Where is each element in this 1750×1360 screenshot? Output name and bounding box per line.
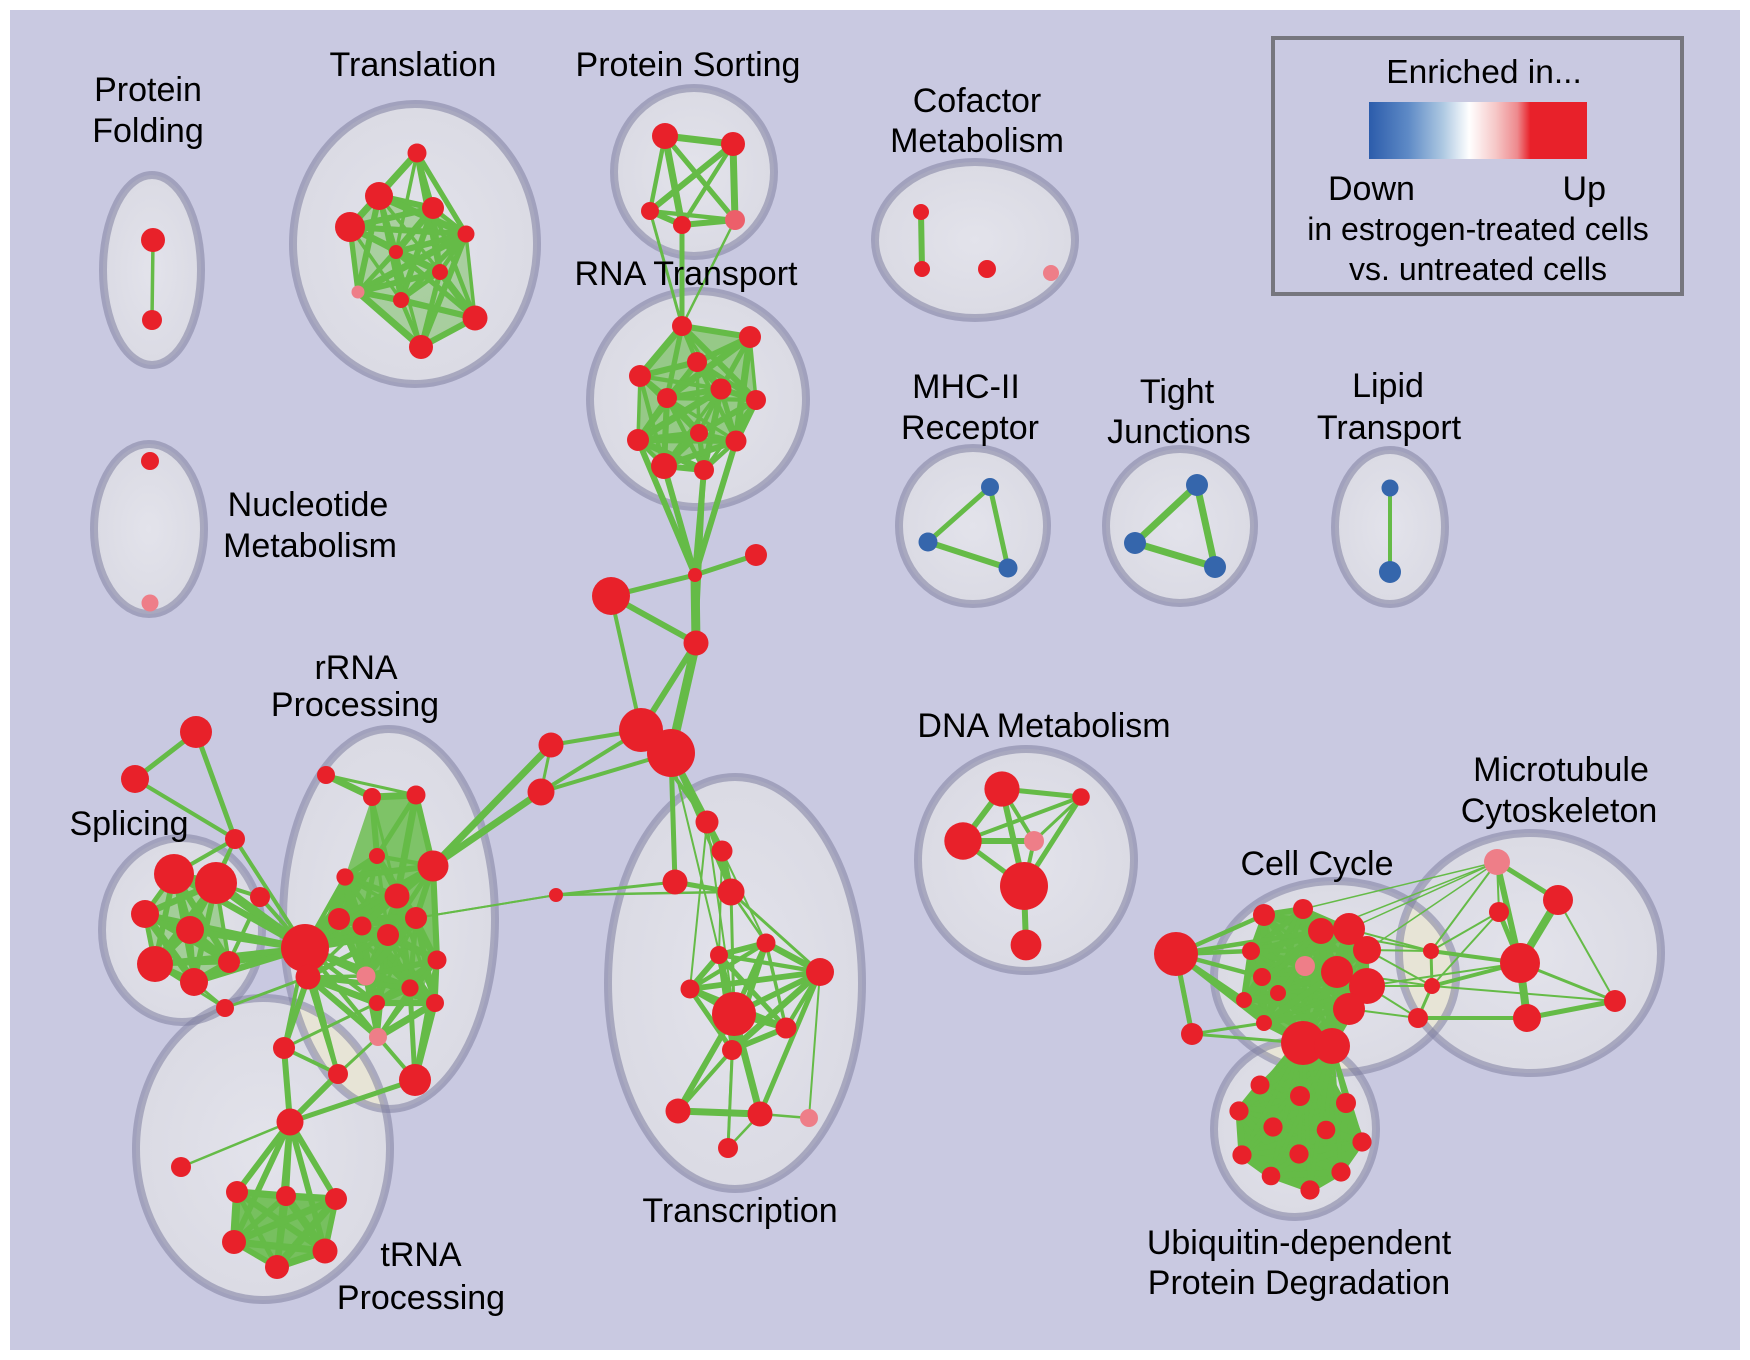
- svg-text:Up: Up: [1563, 170, 1606, 208]
- svg-text:Cofactor: Cofactor: [913, 82, 1042, 120]
- svg-text:Transcription: Transcription: [642, 1192, 837, 1230]
- svg-text:Transport: Transport: [1317, 409, 1462, 447]
- svg-text:Metabolism: Metabolism: [223, 527, 397, 565]
- svg-text:Splicing: Splicing: [69, 805, 188, 843]
- svg-text:Processing: Processing: [337, 1279, 505, 1317]
- svg-text:RNA Transport: RNA Transport: [575, 255, 799, 293]
- svg-text:Translation: Translation: [330, 46, 497, 84]
- svg-text:rRNA: rRNA: [314, 649, 397, 687]
- svg-text:Tight: Tight: [1140, 373, 1215, 411]
- svg-text:Cell Cycle: Cell Cycle: [1240, 845, 1393, 883]
- svg-text:Nucleotide: Nucleotide: [228, 486, 389, 524]
- svg-text:DNA Metabolism: DNA Metabolism: [917, 707, 1170, 745]
- svg-text:in estrogen-treated cells: in estrogen-treated cells: [1307, 211, 1649, 247]
- svg-text:vs. untreated cells: vs. untreated cells: [1349, 251, 1607, 287]
- svg-text:Ubiquitin-dependent: Ubiquitin-dependent: [1147, 1224, 1452, 1262]
- svg-text:Protein Degradation: Protein Degradation: [1148, 1264, 1450, 1302]
- svg-text:Processing: Processing: [271, 686, 439, 724]
- svg-text:Lipid: Lipid: [1352, 367, 1424, 405]
- svg-text:Protein: Protein: [94, 71, 202, 109]
- svg-text:Cytoskeleton: Cytoskeleton: [1461, 792, 1658, 830]
- svg-text:Junctions: Junctions: [1107, 413, 1251, 451]
- svg-text:Protein Sorting: Protein Sorting: [576, 46, 801, 84]
- svg-text:MHC-II: MHC-II: [912, 368, 1020, 406]
- svg-text:Microtubule: Microtubule: [1473, 751, 1649, 789]
- svg-text:Enriched in...: Enriched in...: [1386, 54, 1582, 91]
- svg-text:Down: Down: [1328, 170, 1415, 208]
- svg-text:Receptor: Receptor: [901, 409, 1039, 447]
- svg-text:Folding: Folding: [92, 112, 204, 150]
- svg-text:tRNA: tRNA: [380, 1236, 462, 1274]
- svg-text:Metabolism: Metabolism: [890, 122, 1064, 160]
